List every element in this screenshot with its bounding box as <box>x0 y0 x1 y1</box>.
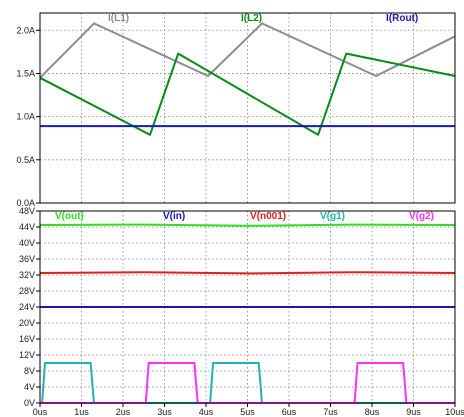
series-il1 <box>39 22 456 79</box>
legend-vn001: V(n001) <box>250 211 286 222</box>
series-vn001 <box>39 271 456 275</box>
y-tick-label: 16V <box>19 334 35 344</box>
y-tick-label: 1.0A <box>16 112 35 122</box>
x-tick-label: 7us <box>323 407 338 417</box>
legend-irout: I(Rout) <box>386 13 418 24</box>
x-tick-label: 4us <box>199 407 214 417</box>
x-tick-label: 9us <box>406 407 421 417</box>
x-tick-label: 5us <box>240 407 255 417</box>
x-tick-label: 0us <box>33 407 48 417</box>
y-tick-label: 40V <box>19 238 35 248</box>
y-tick-label: 20V <box>19 318 35 328</box>
x-tick-label: 6us <box>282 407 297 417</box>
y-tick-label: 36V <box>19 254 35 264</box>
current-panel: 0.0A 0.5A 1.0A 1.5A 2.0A I(L1) I(L2) I(Rout) <box>16 12 456 208</box>
legend-il2: I(L2) <box>241 13 262 24</box>
y-tick-label: 32V <box>19 270 35 280</box>
y-tick-label: 1.5A <box>16 68 35 78</box>
x-tick-label: 2us <box>116 407 131 417</box>
y-tick-label: 44V <box>19 222 35 232</box>
y-tick-label: 28V <box>19 286 35 296</box>
plot-frame <box>39 12 456 204</box>
y-tick-label: 12V <box>19 350 35 360</box>
y-tick-label: 24V <box>19 302 35 312</box>
y-tick-label: 4V <box>24 382 35 392</box>
legend-il1: I(L1) <box>108 13 129 24</box>
legend-vin: V(in) <box>163 211 185 222</box>
voltage-panel: 0V 4V 8V 12V 16V 20V 24V 28V 32V 36V 40V 44V 48V 0us 1… <box>19 206 464 417</box>
x-tick-label: 1us <box>74 407 89 417</box>
y-tick-label: 48V <box>19 206 35 216</box>
y-tick-label: 0V <box>24 398 35 408</box>
y-tick-label: 0.0A <box>16 198 35 208</box>
x-tick-label: 8us <box>365 407 380 417</box>
series-vout <box>39 223 456 227</box>
y-tick-label: 0.5A <box>16 155 35 165</box>
x-tick-label: 10us <box>445 407 464 417</box>
x-tick-label: 3us <box>157 407 172 417</box>
legend-vg2: V(g2) <box>409 211 434 222</box>
y-tick-label: 8V <box>24 366 35 376</box>
legend-vg1: V(g1) <box>320 211 345 222</box>
y-tick-label: 2.0A <box>16 25 35 35</box>
legend-vout: V(out) <box>55 211 84 222</box>
